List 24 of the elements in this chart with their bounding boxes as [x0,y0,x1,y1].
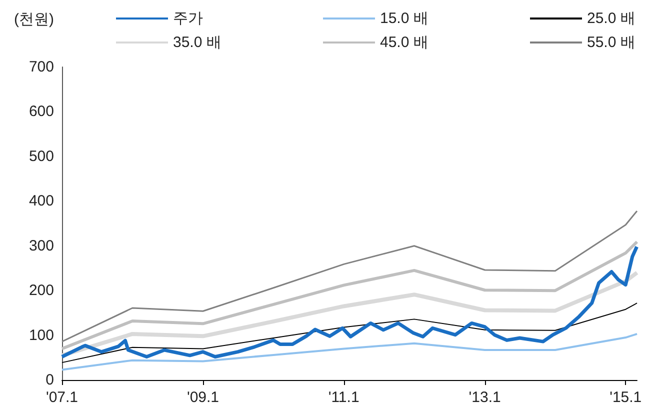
legend-label: 25.0 배 [587,10,636,27]
y-tick-label: 700 [28,58,54,76]
x-tick-label: '15.1 [610,389,642,406]
x-tick-label: '13.1 [468,389,501,406]
y-tick-label: 500 [28,148,54,165]
y-tick-label: 200 [28,282,54,300]
y-tick-label: 300 [28,237,54,254]
x-tick-label: '09.1 [186,389,220,406]
legend-label: 55.0 배 [587,34,636,51]
legend-label: 주가 [173,10,203,27]
line-series [60,270,639,358]
y-tick-label: 100 [28,326,54,344]
x-tick-label: '07.1 [46,389,78,406]
x-tick-label: '11.1 [328,389,360,406]
y-tick-label: 400 [28,192,54,210]
line-series [61,332,638,371]
legend-label: 45.0 배 [380,34,428,51]
y-tick-label: 0 [46,372,54,388]
y-axis-title: (천원) [14,11,54,28]
line-series [61,210,638,342]
y-tick-label: 600 [28,103,54,120]
line-series [62,302,638,364]
legend-label: 15.0 배 [380,10,428,27]
legend-label: 35.0 배 [173,34,222,51]
